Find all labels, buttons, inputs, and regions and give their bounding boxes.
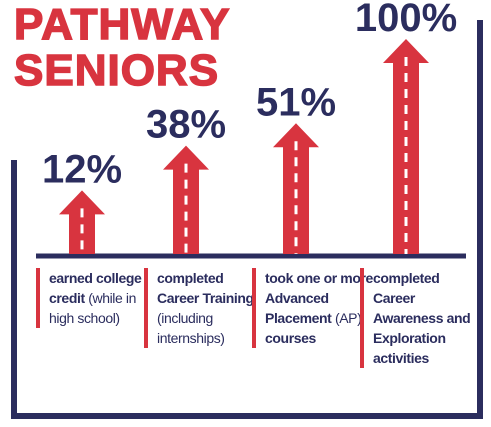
category-label: took one or more Advanced Placement (AP)… <box>252 268 373 348</box>
value-label: 38% <box>146 103 226 147</box>
value-label: 100% <box>355 0 457 40</box>
label-part: completed Career Awareness and Explorati… <box>373 270 470 366</box>
label-part: (AP) <box>335 310 361 326</box>
label-part: completed Career Training <box>157 270 254 306</box>
category-label: completed Career Awareness and Explorati… <box>360 268 481 368</box>
infographic: 12% 38% 51% 100% PATHWAY SENIORS earned col… <box>0 0 491 427</box>
label-part: courses <box>265 330 316 346</box>
category-label: earned college credit (while in high sch… <box>36 268 157 328</box>
label-part: (including internships) <box>157 310 225 346</box>
category-label: completed Career Training (including int… <box>144 268 265 348</box>
value-label: 12% <box>42 147 122 191</box>
value-label: 51% <box>256 80 336 124</box>
chart-title: PATHWAY SENIORS <box>14 2 264 94</box>
